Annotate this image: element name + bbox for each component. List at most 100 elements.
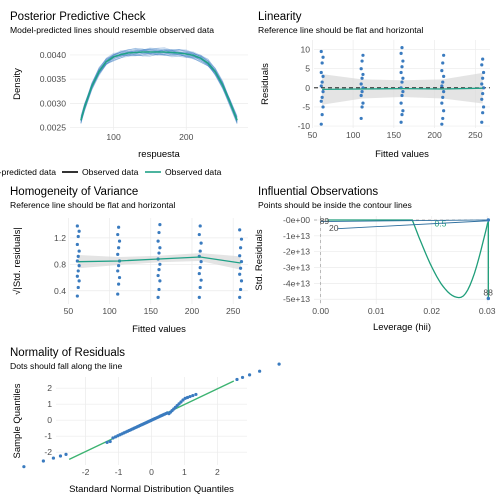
y-tick-label: 0: [47, 415, 52, 425]
residual-point: [238, 228, 242, 232]
residual-point: [320, 80, 324, 84]
residual-point: [77, 264, 81, 268]
residual-point: [440, 122, 444, 126]
model-predicted-line: [80, 49, 238, 122]
model-predicted-line: [80, 47, 238, 118]
residual-point: [158, 262, 162, 266]
y-tick-label: -2: [44, 447, 52, 457]
residual-point: [441, 116, 445, 121]
residual-point: [440, 69, 444, 73]
y-tick-label: -3e+13: [283, 263, 310, 273]
x-axis-label: Fitted values: [375, 149, 429, 160]
qq-point: [247, 373, 252, 377]
residual-point: [400, 65, 404, 69]
residual-point: [360, 90, 364, 94]
influence-point: [486, 296, 491, 301]
legend-model-label: Model-predicted data: [0, 167, 56, 177]
residual-point: [157, 230, 161, 235]
leverage-line: [320, 219, 489, 222]
y-axis-label: Density: [12, 68, 23, 100]
model-predicted-line: [80, 49, 238, 122]
smooth-line: [78, 256, 241, 264]
x-tick-label: -2: [82, 467, 90, 477]
model-predicted-line: [80, 49, 238, 121]
model-predicted-line: [80, 47, 238, 123]
y-tick-label: 5: [305, 64, 310, 74]
residual-point: [442, 74, 446, 78]
x-axis-label: Fitted values: [132, 324, 186, 335]
model-predicted-line: [80, 49, 238, 121]
residual-point: [117, 246, 121, 250]
residual-point: [480, 97, 484, 101]
residual-point: [400, 93, 404, 98]
residual-point: [117, 282, 121, 286]
residual-point: [481, 70, 486, 75]
model-predicted-line: [80, 47, 238, 117]
residual-point: [77, 229, 81, 233]
residual-point: [321, 74, 325, 78]
residual-point: [442, 53, 446, 57]
y-tick-label: -4e+13: [283, 278, 310, 288]
residual-point: [156, 273, 160, 278]
panel-title: Influential Observations: [258, 186, 378, 198]
x-tick-label: 50: [64, 306, 74, 316]
residual-point: [360, 76, 364, 80]
residual-point: [117, 225, 121, 229]
residual-point: [359, 93, 363, 98]
panel-posterior-predictive-check: Posterior Predictive Check Model-predicte…: [0, 11, 248, 177]
residual-point: [76, 285, 80, 290]
residual-point: [319, 99, 323, 103]
x-tick-label: 250: [226, 306, 241, 316]
x-tick-label: 250: [468, 130, 483, 140]
residual-point: [401, 76, 405, 80]
residual-point: [480, 63, 484, 67]
qq-point: [185, 395, 190, 400]
residual-point: [238, 254, 242, 258]
residual-point: [361, 72, 365, 77]
y-tick-label: 0: [305, 83, 310, 93]
residual-point: [75, 242, 79, 247]
residual-point: [157, 268, 161, 272]
x-tick-label: 0.03: [479, 306, 496, 316]
smooth-line: [322, 87, 483, 91]
residual-point: [442, 109, 446, 113]
y-tick-label: 0.4: [54, 286, 66, 296]
residual-point: [198, 224, 202, 228]
residual-point: [199, 241, 203, 245]
residual-point: [321, 55, 325, 59]
residual-point: [238, 246, 243, 250]
y-tick-label: 0.0025: [40, 123, 67, 133]
residual-point: [481, 111, 485, 115]
residual-point: [441, 61, 445, 65]
x-tick-label: 1: [182, 467, 187, 477]
y-axis-label: Std. Residuals: [254, 229, 265, 291]
x-tick-label: 0.00: [312, 306, 329, 316]
residual-point: [158, 246, 162, 250]
leverage-line: [337, 220, 489, 230]
panel-subtitle: Reference line should be flat and horizo…: [258, 25, 423, 35]
residual-point: [197, 295, 201, 299]
x-tick-label: 0: [149, 467, 154, 477]
residual-point: [399, 101, 403, 105]
y-tick-label: 0.0030: [40, 98, 67, 108]
residual-point: [401, 90, 405, 94]
qq-point: [108, 439, 112, 444]
panel-subtitle: Reference line should be flat and horizo…: [10, 200, 175, 210]
residual-point: [238, 287, 243, 292]
y-tick-label: 10: [300, 45, 310, 55]
point-label: 20: [329, 223, 339, 233]
model-predicted-line: [80, 48, 238, 118]
y-tick-label: 0.0035: [40, 74, 67, 84]
y-axis-label: Residuals: [260, 63, 271, 105]
model-predicted-line: [80, 48, 238, 119]
residual-point: [116, 269, 120, 273]
x-tick-label: 200: [179, 132, 194, 142]
y-tick-label: 1: [47, 399, 52, 409]
x-tick-label: 200: [185, 306, 200, 316]
x-tick-label: 50: [308, 130, 318, 140]
residual-point: [76, 269, 80, 273]
residual-point: [360, 59, 364, 63]
panel-subtitle: Dots should fall along the line: [10, 361, 122, 371]
residual-point: [198, 249, 202, 253]
residual-point: [197, 271, 201, 276]
